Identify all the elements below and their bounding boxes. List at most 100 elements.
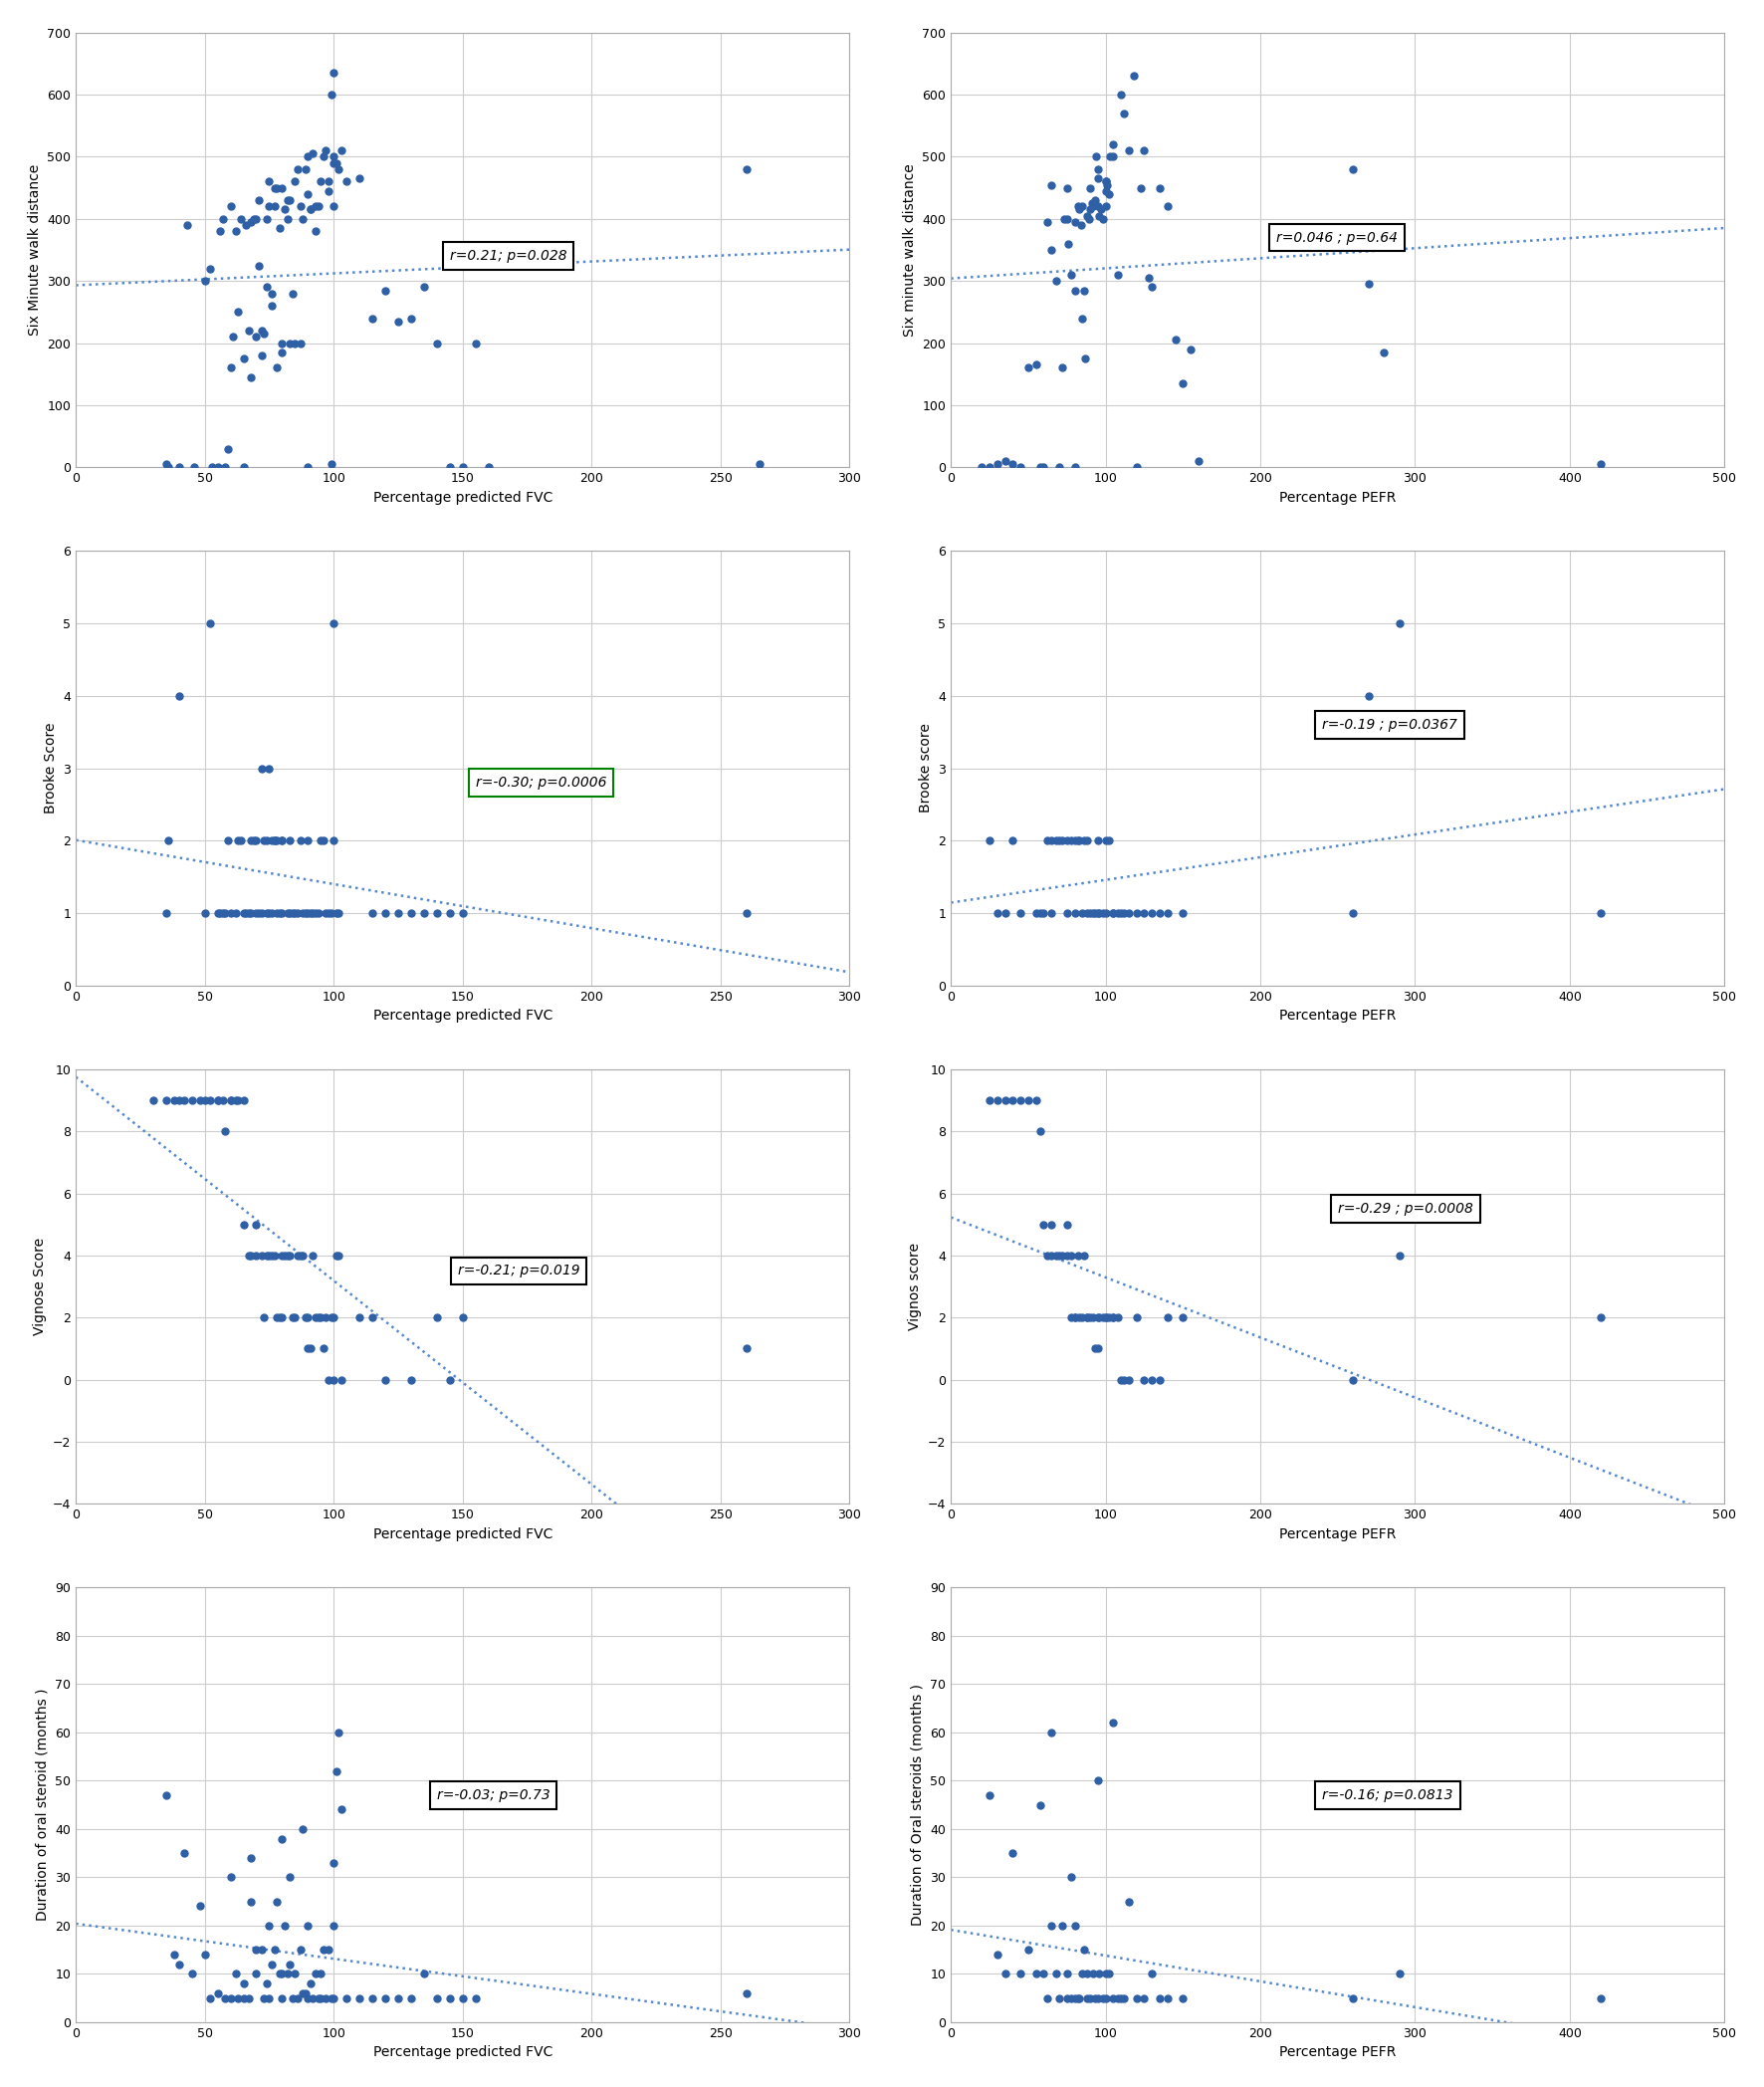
Text: r=-0.29 ; p=0.0008: r=-0.29 ; p=0.0008 bbox=[1337, 1202, 1473, 1217]
Point bbox=[332, 1981, 360, 2014]
Point bbox=[252, 897, 280, 931]
Point bbox=[217, 351, 245, 384]
Point bbox=[247, 313, 275, 346]
Point bbox=[203, 1976, 231, 2010]
Point bbox=[325, 152, 353, 186]
Point bbox=[161, 1083, 189, 1117]
Point bbox=[279, 897, 307, 931]
Point bbox=[1037, 1910, 1065, 1943]
Point bbox=[191, 265, 219, 298]
Point bbox=[284, 1981, 312, 2014]
Point bbox=[268, 1240, 296, 1273]
Point bbox=[256, 190, 284, 223]
Point bbox=[319, 1300, 348, 1334]
Point bbox=[263, 171, 291, 205]
Point bbox=[1069, 301, 1097, 334]
Point bbox=[268, 824, 296, 858]
Point bbox=[1060, 1910, 1088, 1943]
Point bbox=[268, 1300, 296, 1334]
Point bbox=[247, 751, 275, 785]
Point bbox=[242, 1240, 270, 1273]
Point bbox=[1095, 177, 1124, 211]
Point bbox=[1095, 140, 1124, 173]
Point bbox=[1385, 1958, 1413, 1991]
Point bbox=[261, 824, 289, 858]
Point bbox=[1085, 1958, 1113, 1991]
Point bbox=[1060, 273, 1088, 307]
Point bbox=[228, 824, 256, 858]
Point bbox=[219, 319, 247, 353]
Point bbox=[1083, 1300, 1111, 1334]
Point bbox=[280, 1958, 309, 1991]
Point bbox=[998, 1083, 1027, 1117]
Point bbox=[279, 1300, 307, 1334]
Point bbox=[298, 897, 326, 931]
Point bbox=[318, 447, 346, 480]
Point bbox=[1108, 897, 1136, 931]
Point bbox=[236, 897, 265, 931]
Point bbox=[1053, 1958, 1081, 1991]
Point bbox=[268, 824, 296, 858]
Point bbox=[1095, 1300, 1124, 1334]
Point bbox=[1131, 134, 1159, 167]
Point bbox=[991, 897, 1020, 931]
Point bbox=[358, 897, 386, 931]
Point bbox=[397, 897, 425, 931]
Point bbox=[983, 447, 1011, 480]
Point bbox=[247, 338, 275, 371]
Point bbox=[1037, 1208, 1065, 1242]
Point bbox=[1122, 897, 1150, 931]
Point bbox=[744, 447, 773, 480]
Point bbox=[203, 1083, 231, 1117]
Point bbox=[1030, 1208, 1058, 1242]
Point bbox=[1057, 1300, 1085, 1334]
Point bbox=[307, 165, 335, 198]
Point bbox=[1037, 234, 1065, 267]
Point bbox=[983, 897, 1011, 931]
Point bbox=[1131, 1363, 1159, 1396]
Point bbox=[268, 336, 296, 369]
Point bbox=[1067, 209, 1095, 242]
Point bbox=[1073, 1300, 1101, 1334]
Point bbox=[224, 1981, 252, 2014]
Point bbox=[732, 897, 760, 931]
Point bbox=[1099, 1981, 1127, 2014]
Point bbox=[1104, 897, 1132, 931]
Point bbox=[256, 165, 284, 198]
Point bbox=[1145, 1363, 1173, 1396]
Point bbox=[224, 294, 252, 328]
Point bbox=[303, 1981, 332, 2014]
Point bbox=[436, 451, 464, 484]
Point bbox=[289, 1812, 318, 1845]
Point bbox=[242, 824, 270, 858]
Point bbox=[1048, 351, 1076, 384]
Point bbox=[275, 326, 303, 359]
Point bbox=[242, 319, 270, 353]
Point bbox=[1081, 1981, 1110, 2014]
Point bbox=[1099, 127, 1127, 161]
Point bbox=[1138, 897, 1166, 931]
Point bbox=[289, 202, 318, 236]
Point bbox=[448, 1981, 476, 2014]
Point bbox=[462, 326, 490, 359]
Point bbox=[217, 1083, 245, 1117]
Point bbox=[263, 1300, 291, 1334]
Point bbox=[1076, 1300, 1104, 1334]
Point bbox=[1154, 190, 1182, 223]
Point bbox=[328, 134, 356, 167]
Point bbox=[1027, 897, 1055, 931]
Point bbox=[198, 451, 226, 484]
Point bbox=[245, 184, 273, 217]
Point bbox=[296, 1966, 325, 1999]
Point bbox=[256, 897, 284, 931]
Point bbox=[185, 1889, 213, 1922]
Point bbox=[1080, 1300, 1108, 1334]
Text: r=-0.19 ; p=0.0367: r=-0.19 ; p=0.0367 bbox=[1323, 718, 1457, 733]
Point bbox=[242, 897, 270, 931]
Point bbox=[1076, 897, 1104, 931]
Point bbox=[291, 1300, 319, 1334]
Point bbox=[203, 897, 231, 931]
Point bbox=[1060, 824, 1088, 858]
Point bbox=[1092, 1958, 1120, 1991]
Point bbox=[1073, 1981, 1101, 2014]
